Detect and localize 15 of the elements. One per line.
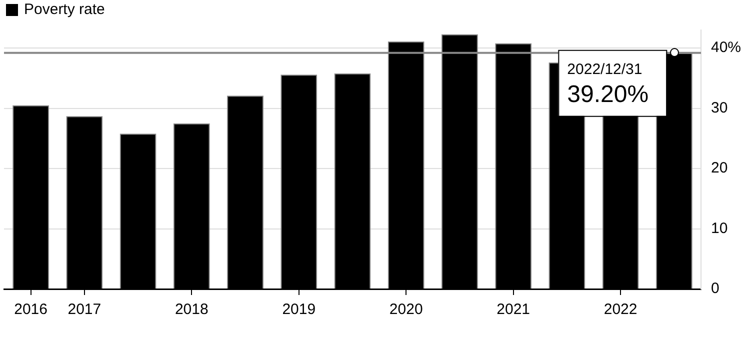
x-tick-label: 2020 xyxy=(389,301,423,318)
x-tick-label: 2018 xyxy=(174,301,208,318)
x-tick-label: 2022 xyxy=(604,301,638,318)
x-tick-label: 2016 xyxy=(14,301,48,318)
y-tick-label: 0 xyxy=(710,280,720,298)
annotation: 39.20% xyxy=(567,80,649,108)
y-tick-label: 10 xyxy=(710,220,728,237)
legend-label: Poverty rate xyxy=(24,1,105,18)
y-tick-label: 40% xyxy=(710,39,742,56)
y-tick-label: 20 xyxy=(710,160,728,177)
annotation: 2022/12/31 xyxy=(567,60,642,78)
x-tick-label: 2021 xyxy=(496,301,530,318)
y-tick-label: 30 xyxy=(710,99,728,116)
x-tick-label: 2019 xyxy=(282,301,316,318)
x-tick-label: 2017 xyxy=(68,301,102,318)
